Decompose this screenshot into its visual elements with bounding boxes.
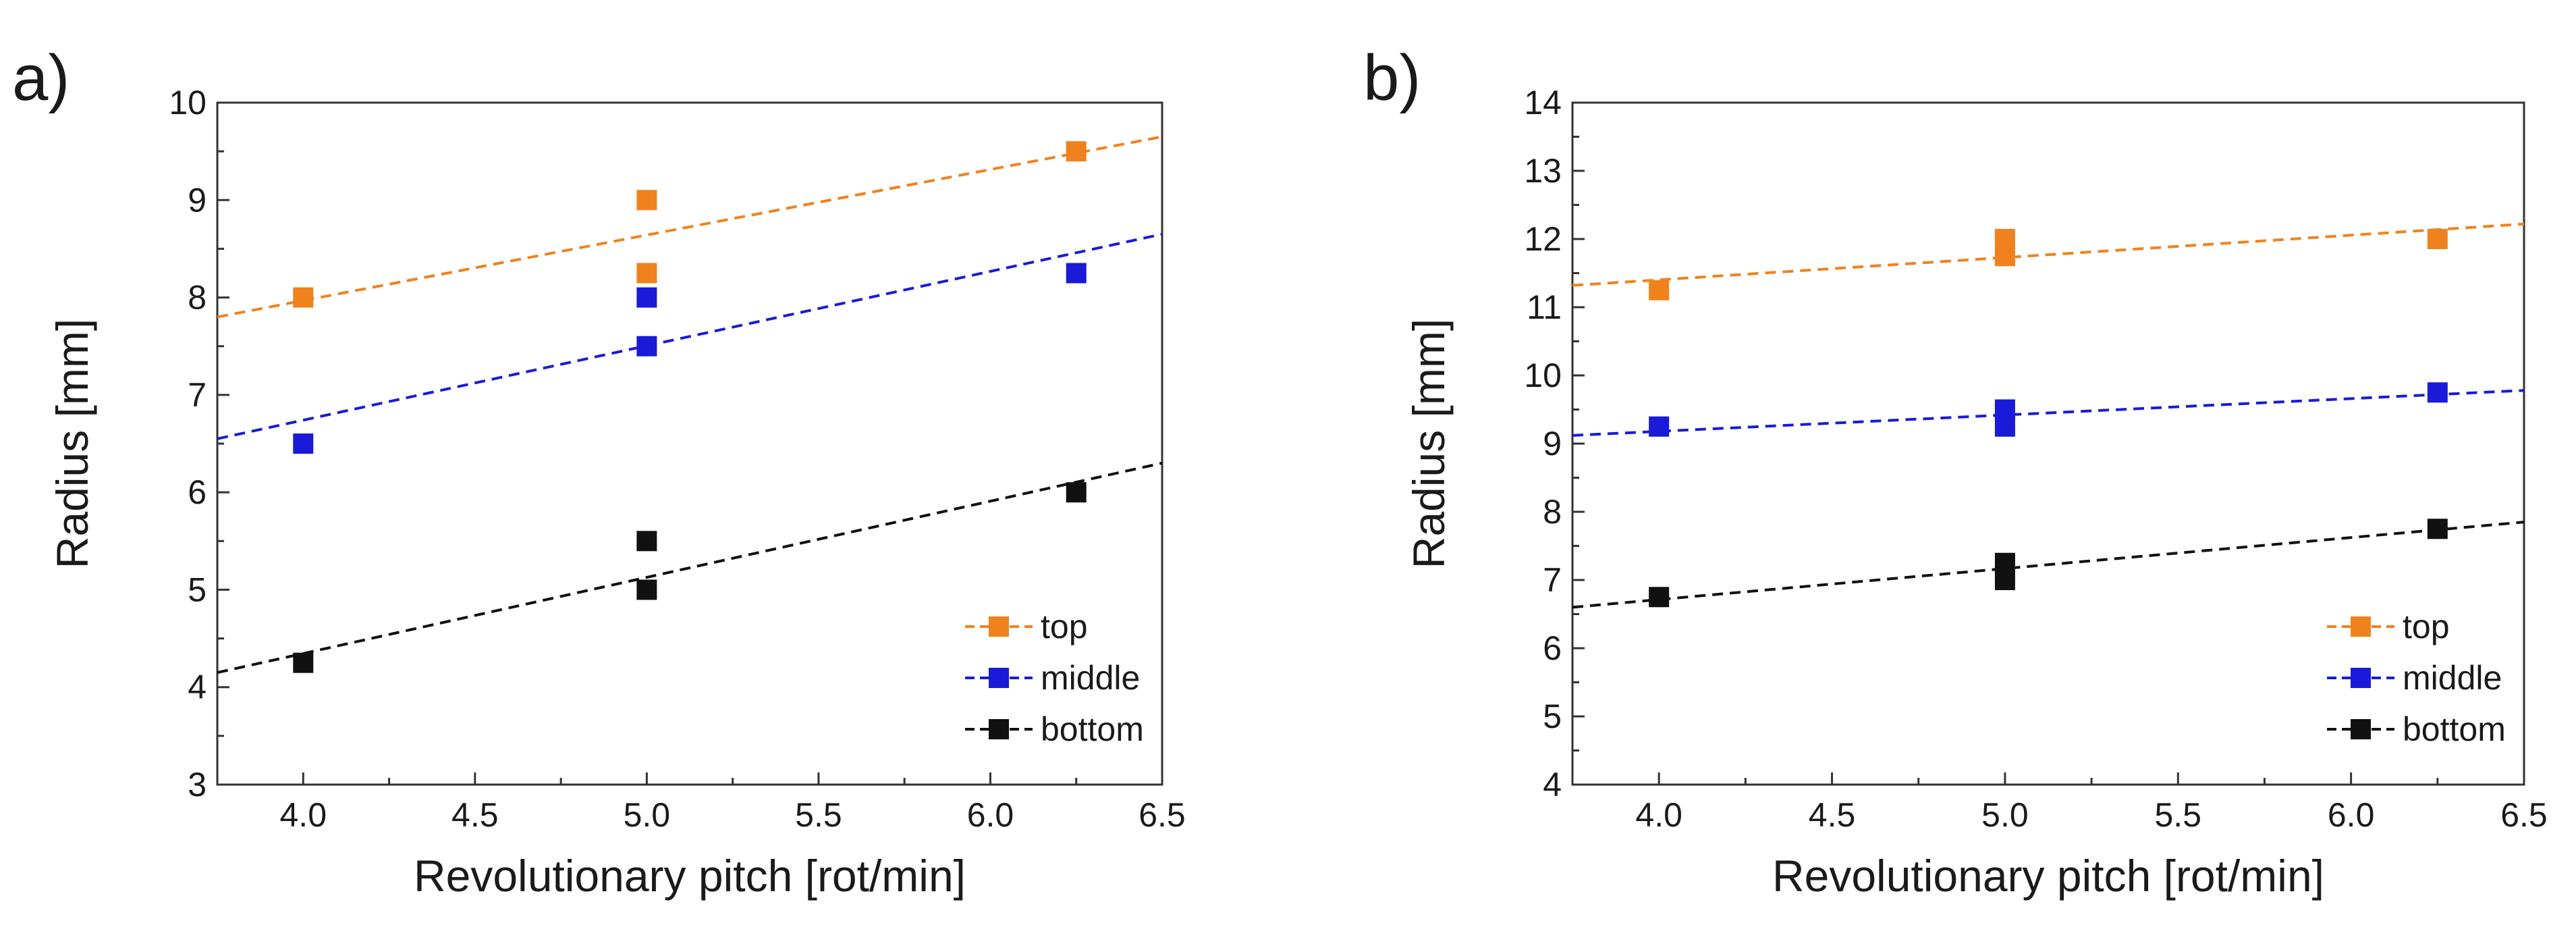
x-tick-label: 5.5 <box>2155 796 2202 834</box>
y-tick-label: 8 <box>188 279 207 317</box>
y-tick-label: 9 <box>1543 425 1562 463</box>
legend-marker-middle <box>989 668 1009 688</box>
panel-label: b) <box>1363 42 1421 114</box>
data-point-middle <box>2427 382 2448 403</box>
legend-marker-top <box>989 616 1009 637</box>
y-axis-title: Radius [mm] <box>1404 319 1454 569</box>
y-tick-label: 6 <box>188 473 207 511</box>
data-point-bottom <box>1066 482 1087 503</box>
data-point-top <box>293 287 314 308</box>
data-point-bottom <box>1649 587 1670 608</box>
data-point-bottom <box>1994 570 2015 590</box>
data-point-top <box>636 263 657 284</box>
fit-line-top <box>217 135 1163 319</box>
data-point-top <box>1994 246 2015 267</box>
x-tick-label: 4.5 <box>1809 796 1856 834</box>
legend-marker-bottom <box>989 719 1009 739</box>
y-tick-label: 8 <box>1543 493 1562 531</box>
y-tick-label: 14 <box>1524 84 1562 122</box>
y-tick-label: 4 <box>1543 766 1562 804</box>
data-point-middle <box>1066 263 1087 284</box>
panel-label: a) <box>12 42 70 114</box>
fit-line-middle <box>1572 389 2525 437</box>
data-point-bottom <box>1994 552 2015 573</box>
fit-line-middle <box>217 232 1163 440</box>
data-point-top <box>1066 141 1087 162</box>
data-point-bottom <box>636 579 657 600</box>
data-point-middle <box>636 287 657 308</box>
y-tick-label: 5 <box>188 571 207 608</box>
y-axis-title: Radius [mm] <box>47 319 97 569</box>
y-tick-label: 10 <box>169 84 207 122</box>
data-point-middle <box>1994 399 2015 420</box>
data-point-top <box>2427 229 2448 249</box>
x-tick-label: 5.0 <box>624 796 671 834</box>
data-point-bottom <box>636 531 657 552</box>
data-point-bottom <box>293 652 314 673</box>
legend-label-top: top <box>1041 608 1088 646</box>
legend-label-bottom: bottom <box>1041 710 1144 748</box>
y-tick-label: 6 <box>1543 629 1562 667</box>
x-tick-label: 6.0 <box>2328 796 2375 834</box>
data-point-top <box>1994 229 2015 249</box>
data-point-top <box>1649 280 1670 300</box>
x-axis-title: Revolutionary pitch [rot/min] <box>1772 851 2324 901</box>
y-tick-label: 3 <box>188 766 207 804</box>
y-tick-label: 4 <box>188 668 207 706</box>
fit-line-bottom <box>217 461 1163 675</box>
y-tick-label: 13 <box>1524 152 1562 190</box>
x-tick-label: 4.0 <box>1635 796 1682 834</box>
y-tick-label: 5 <box>1543 697 1562 735</box>
x-tick-label: 6.5 <box>2500 796 2548 834</box>
data-point-middle <box>293 433 314 454</box>
legend-label-middle: middle <box>1041 659 1140 697</box>
legend-marker-middle <box>2351 668 2371 688</box>
x-tick-label: 5.5 <box>795 796 842 834</box>
data-point-middle <box>636 336 657 357</box>
fit-line-bottom <box>1572 521 2525 609</box>
chart-panel-a: a) 4.0 4.5 5.0 5.5 6.0 6.5 3 4 5 6 7 8 9 10 Revolutiona… <box>12 42 1186 901</box>
legend-label-middle: middle <box>2403 659 2502 697</box>
y-tick-label: 12 <box>1524 220 1562 258</box>
chart-panel-b: b) 4.0 4.5 5.0 5.5 6.0 6.5 4 5 6 7 8 9 10 11 12 13 14 Revo… <box>1363 42 2548 901</box>
data-point-bottom <box>2427 519 2448 539</box>
x-axis-title: Revolutionary pitch [rot/min] <box>414 851 966 901</box>
x-tick-label: 4.5 <box>451 796 499 834</box>
x-tick-label: 6.5 <box>1139 796 1186 834</box>
data-point-top <box>636 190 657 211</box>
legend-label-bottom: bottom <box>2403 710 2506 748</box>
legend-marker-bottom <box>2351 719 2371 739</box>
plot-frame <box>216 101 1163 786</box>
y-tick-label: 7 <box>188 376 207 414</box>
y-tick-label: 7 <box>1543 561 1562 599</box>
y-tick-label: 11 <box>1527 288 1562 326</box>
x-tick-label: 5.0 <box>1981 796 2029 834</box>
legend-label-top: top <box>2403 608 2450 646</box>
fit-line-top <box>1572 222 2525 287</box>
x-tick-label: 4.0 <box>280 796 327 834</box>
legend-marker-top <box>2351 616 2371 637</box>
x-tick-label: 6.0 <box>967 796 1014 834</box>
y-tick-label: 9 <box>188 181 207 219</box>
data-point-middle <box>1994 416 2015 437</box>
plot-frame <box>1571 101 2525 786</box>
y-tick-label: 10 <box>1524 357 1562 394</box>
data-point-middle <box>1649 416 1670 437</box>
